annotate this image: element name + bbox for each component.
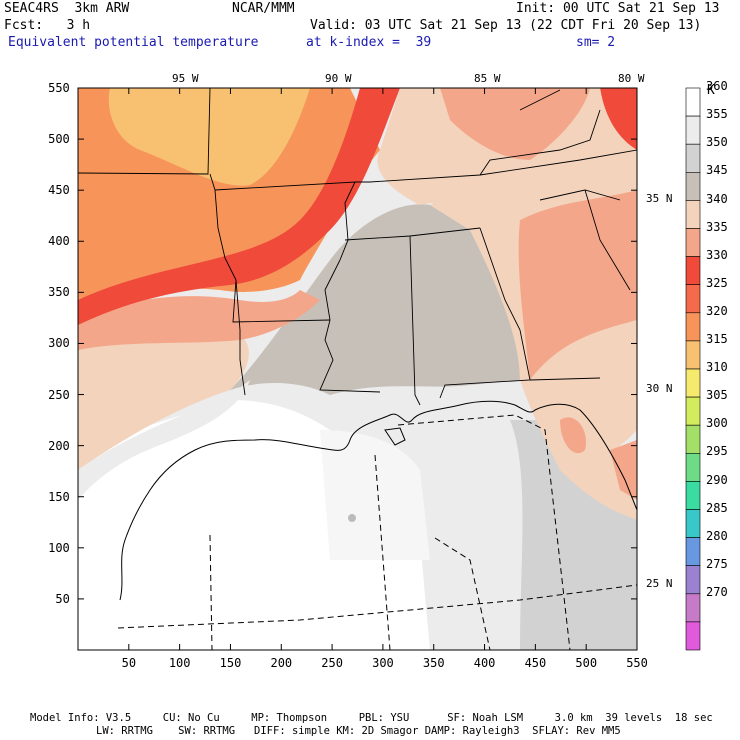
y-tick-label: 400 bbox=[48, 234, 70, 249]
y-tick-label: 450 bbox=[48, 183, 70, 198]
y-tick-label: 100 bbox=[48, 540, 70, 555]
model-info-line2: LW: RRTMG SW: RRTMG DIFF: simple KM: 2D … bbox=[96, 725, 621, 737]
x-tick-label: 100 bbox=[168, 656, 191, 670]
level-info: at k-index = 39 bbox=[306, 35, 432, 50]
y-tick-label: 250 bbox=[48, 387, 70, 402]
theta-e-field bbox=[78, 88, 637, 650]
colorbar-level-label: 295 bbox=[706, 444, 728, 459]
colorbar-swatch bbox=[685, 593, 701, 623]
x-tick-label: 300 bbox=[372, 656, 394, 670]
colorbar-level-label: 360 bbox=[706, 79, 728, 94]
colorbar-swatch bbox=[685, 256, 701, 286]
lon-label-95w: 95 W bbox=[172, 72, 199, 85]
colorbar-swatch bbox=[685, 172, 701, 201]
colorbar-swatch bbox=[685, 284, 701, 314]
colorbar-swatch bbox=[685, 228, 701, 257]
y-tick-label: 150 bbox=[48, 489, 70, 504]
colorbar-level-label: 320 bbox=[706, 303, 728, 318]
colorbar-swatch bbox=[685, 312, 701, 342]
y-tick-label: 300 bbox=[48, 336, 70, 351]
colorbar-level-label: 290 bbox=[706, 472, 728, 487]
model-title: SEAC4RS 3km ARW bbox=[4, 1, 130, 16]
colorbar-swatch bbox=[685, 509, 701, 538]
colorbar-swatch bbox=[685, 481, 701, 510]
colorbar-swatch bbox=[685, 87, 701, 117]
x-tick-label: 350 bbox=[422, 656, 445, 670]
colorbar-swatch bbox=[685, 115, 701, 145]
colorbar-level-label: 270 bbox=[706, 584, 728, 599]
colorbar-level-label: 330 bbox=[706, 247, 728, 262]
colorbar-swatch bbox=[685, 340, 701, 370]
colorbar-level-label: 275 bbox=[706, 556, 728, 571]
colorbar bbox=[685, 87, 701, 651]
y-tick-label: 500 bbox=[48, 132, 70, 147]
colorbar-swatch bbox=[685, 424, 701, 454]
lon-label-90w: 90 W bbox=[325, 72, 352, 85]
x-tick-label: 50 bbox=[121, 656, 137, 670]
colorbar-level-label: 340 bbox=[706, 191, 728, 206]
lon-label-80w: 80 W bbox=[618, 72, 645, 85]
colorbar-level-label: 355 bbox=[706, 107, 728, 122]
colorbar-level-label: 335 bbox=[706, 219, 728, 234]
coastline bbox=[119, 400, 637, 601]
colorbar-swatch bbox=[685, 200, 701, 229]
colorbar-level-label: 310 bbox=[706, 360, 728, 375]
colorbar-unit: K bbox=[707, 83, 715, 98]
y-tick-label: 350 bbox=[48, 285, 70, 300]
colorbar-swatch bbox=[685, 368, 701, 398]
smoothing-info: sm= 2 bbox=[576, 35, 616, 50]
x-tick-label: 400 bbox=[473, 656, 496, 670]
colorbar-level-label: 325 bbox=[706, 275, 728, 290]
x-tick-label: 500 bbox=[575, 656, 598, 670]
x-tick-label: 200 bbox=[270, 656, 293, 670]
plot-frame bbox=[77, 87, 638, 651]
colorbar-level-label: 350 bbox=[706, 135, 728, 150]
colorbar-level-label: 315 bbox=[706, 332, 728, 346]
colorbar-level-label: 285 bbox=[706, 500, 728, 515]
lon-label-85w: 85 W bbox=[474, 72, 501, 85]
x-tick-label: 450 bbox=[524, 656, 547, 670]
forecast-hour: Fcst: 3 h bbox=[4, 18, 91, 33]
model-info-line1: Model Info: V3.5 CU: No Cu MP: Thompson … bbox=[30, 712, 713, 724]
colorbar-level-label: 305 bbox=[706, 388, 728, 403]
colorbar-swatch bbox=[685, 143, 701, 173]
colorbar-level-label: 345 bbox=[706, 163, 728, 178]
maritime-boundaries bbox=[117, 414, 638, 651]
colorbar-level-label: 280 bbox=[706, 528, 728, 543]
lat-label-25n: 25 N bbox=[646, 577, 673, 590]
y-tick-label: 200 bbox=[48, 438, 70, 453]
y-tick-label: 550 bbox=[48, 81, 70, 95]
colorbar-swatch bbox=[685, 452, 701, 482]
colorbar-swatch bbox=[685, 537, 701, 566]
valid-time: Valid: 03 UTC Sat 21 Sep 13 (22 CDT Fri … bbox=[310, 18, 702, 33]
lat-label-30n: 30 N bbox=[646, 382, 673, 395]
colorbar-swatch bbox=[685, 565, 701, 595]
y-tick-label: 50 bbox=[55, 591, 70, 606]
y-tick-marks bbox=[78, 87, 637, 600]
organization: NCAR/MMM bbox=[232, 1, 295, 16]
x-tick-label: 250 bbox=[321, 656, 343, 670]
political-boundaries bbox=[78, 88, 637, 406]
x-tick-marks bbox=[128, 88, 638, 650]
x-tick-label: 150 bbox=[219, 656, 242, 670]
colorbar-swatch bbox=[685, 621, 701, 651]
colorbar-swatch bbox=[685, 396, 701, 426]
field-name: Equivalent potential temperature bbox=[8, 35, 259, 50]
lat-label-35n: 35 N bbox=[646, 192, 673, 205]
init-time: Init: 00 UTC Sat 21 Sep 13 bbox=[516, 1, 720, 16]
colorbar-level-label: 300 bbox=[706, 416, 728, 431]
x-tick-label: 550 bbox=[626, 656, 648, 670]
